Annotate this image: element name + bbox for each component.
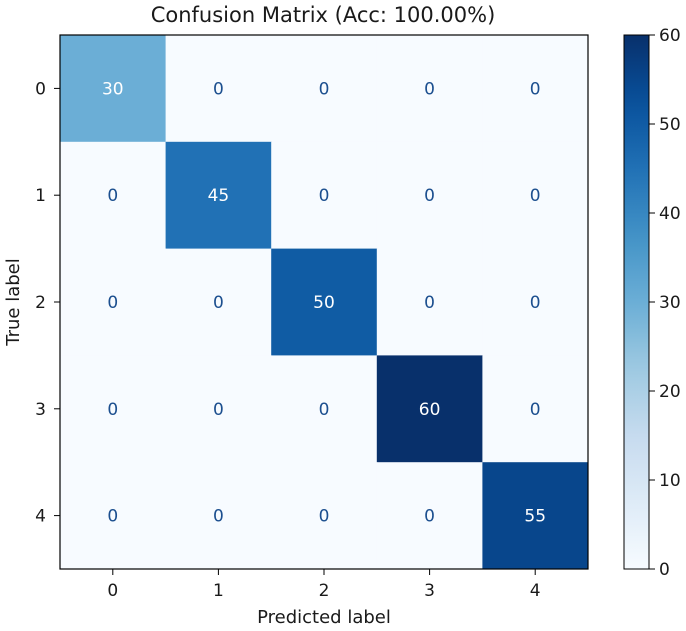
- y-tick-label: 3: [35, 400, 46, 420]
- cell-value-4-1: 0: [213, 507, 224, 527]
- cell-value-3-3: 60: [419, 400, 441, 420]
- y-tick-label: 0: [35, 79, 46, 99]
- cell-value-0-1: 0: [213, 79, 224, 99]
- heatmap-cells: 30 0 0 0 0 0 45 0 0 0 0 0 50 0 0 0 0 0 60 0 0 0 0 0 55: [60, 35, 589, 570]
- heatmap-cell-1-2: [271, 141, 378, 250]
- heatmap-cell-0-1: [165, 35, 272, 143]
- x-axis-label: Predicted label: [257, 607, 391, 628]
- cell-value-0-2: 0: [319, 79, 330, 99]
- cell-value-2-4: 0: [530, 293, 541, 313]
- heatmap-cell-1-0: [60, 141, 167, 250]
- cell-value-3-2: 0: [319, 400, 330, 420]
- heatmap-cell-0-3: [376, 35, 483, 143]
- heatmap-cell-2-3: [376, 248, 483, 356]
- cell-value-0-3: 0: [424, 79, 435, 99]
- cell-value-4-2: 0: [319, 507, 330, 527]
- heatmap-cell-4-0: [60, 462, 167, 570]
- heatmap-cell-3-2: [271, 355, 378, 463]
- colorbar-tick-label: 20: [659, 382, 681, 402]
- cell-value-2-1: 0: [213, 293, 224, 313]
- cell-value-1-1: 45: [208, 186, 230, 206]
- heatmap-cell-2-0: [60, 248, 167, 356]
- cell-value-2-3: 0: [424, 293, 435, 313]
- heatmap-cell-3-3: [376, 355, 483, 463]
- heatmap-cell-2-1: [165, 248, 272, 356]
- heatmap-cell-0-2: [271, 35, 378, 143]
- y-tick-label: 1: [35, 186, 46, 206]
- cell-value-1-2: 0: [319, 186, 330, 206]
- heatmap-cell-3-0: [60, 355, 167, 463]
- cell-value-3-0: 0: [107, 400, 118, 420]
- heatmap-cell-2-2: [271, 248, 378, 356]
- x-tick-label: 4: [530, 581, 541, 601]
- heatmap-cell-1-3: [376, 141, 483, 250]
- colorbar-tick-label: 0: [659, 560, 670, 580]
- cell-value-4-0: 0: [107, 507, 118, 527]
- y-tick-label: 2: [35, 293, 46, 313]
- colorbar-ticks: 0 10 20 30 40 50 60: [649, 26, 681, 580]
- heatmap-cell-4-4: [482, 462, 589, 570]
- colorbar-tick-label: 40: [659, 204, 681, 224]
- colorbar-tick-label: 50: [659, 115, 681, 135]
- cell-value-1-3: 0: [424, 186, 435, 206]
- colorbar-tick-label: 30: [659, 293, 681, 313]
- y-axis-label: True label: [3, 258, 24, 347]
- cell-value-3-1: 0: [213, 400, 224, 420]
- heatmap-cell-0-4: [482, 35, 589, 143]
- heatmap-cell-3-4: [482, 355, 589, 463]
- y-axis-ticks: 0 1 2 3 4: [35, 79, 60, 527]
- cell-value-1-0: 0: [107, 186, 118, 206]
- cell-value-4-3: 0: [424, 507, 435, 527]
- x-axis-ticks: 0 1 2 3 4: [107, 569, 541, 601]
- x-tick-label: 2: [319, 581, 330, 601]
- heatmap-cell-4-2: [271, 462, 378, 570]
- x-tick-label: 0: [107, 581, 118, 601]
- heatmap-cell-0-0: [60, 35, 167, 143]
- cell-value-2-0: 0: [107, 293, 118, 313]
- cell-value-3-4: 0: [530, 400, 541, 420]
- colorbar-tick-label: 60: [659, 26, 681, 46]
- colorbar-tick-label: 10: [659, 471, 681, 491]
- cell-value-0-4: 0: [530, 79, 541, 99]
- heatmap-cell-4-1: [165, 462, 272, 570]
- heatmap-cell-1-1: [165, 141, 272, 250]
- cell-value-4-4: 55: [524, 507, 546, 527]
- x-tick-label: 3: [424, 581, 435, 601]
- cell-value-1-4: 0: [530, 186, 541, 206]
- cell-value-2-2: 50: [313, 293, 335, 313]
- heatmap-cell-1-4: [482, 141, 589, 250]
- colorbar: [623, 34, 650, 570]
- heatmap-cell-2-4: [482, 248, 589, 356]
- chart-title: Confusion Matrix (Acc: 100.00%): [151, 3, 496, 27]
- heatmap-cell-3-1: [165, 355, 272, 463]
- heatmap-cell-4-3: [376, 462, 483, 570]
- cell-value-0-0: 30: [102, 79, 124, 99]
- x-tick-label: 1: [213, 581, 224, 601]
- y-tick-label: 4: [35, 507, 46, 527]
